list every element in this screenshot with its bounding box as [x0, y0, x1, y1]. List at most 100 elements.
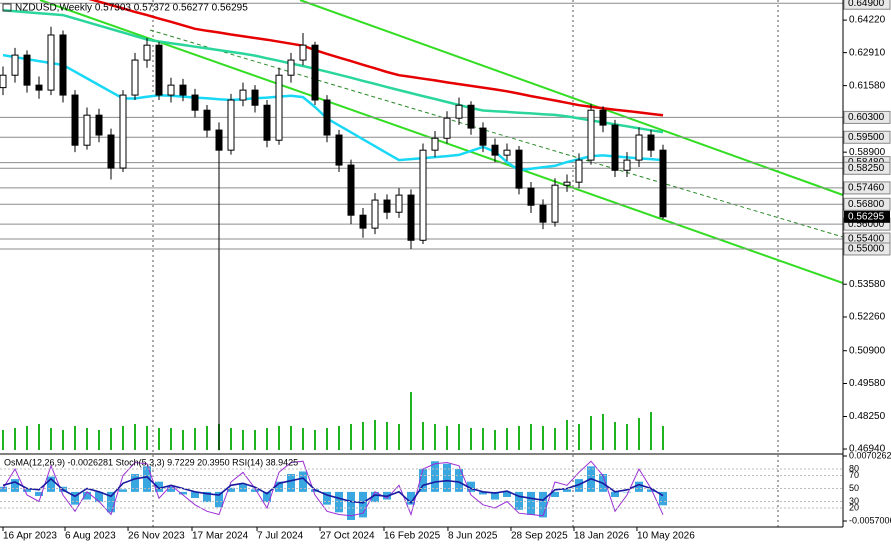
osma-bar [503, 491, 511, 497]
x-tick-label: 18 Jan 2026 [574, 531, 629, 542]
volume-bar [350, 424, 352, 450]
level-label: 0.57460 [848, 183, 885, 194]
level-label-box [843, 242, 891, 256]
osma-bar [23, 489, 31, 492]
candle-body [623, 159, 631, 171]
osma-bar [0, 486, 7, 492]
osma-bar [527, 491, 535, 515]
candle-body [551, 184, 559, 223]
rsi-line [2, 475, 664, 505]
moving-average [88, 0, 664, 117]
osma-bar [431, 461, 439, 492]
osma-bar [347, 491, 355, 520]
last-price-box [844, 210, 890, 223]
candle-body [0, 74, 7, 89]
volume-bar [62, 430, 64, 450]
indicator-pane [0, 455, 843, 527]
volume-bar [650, 412, 652, 450]
oscillator-tick-label: 30 [849, 496, 859, 506]
candle-body [335, 134, 343, 166]
volume-bar [254, 430, 256, 450]
volume-bar [74, 426, 76, 450]
y-tick-label: 0.48250 [849, 411, 886, 422]
osma-bar [179, 491, 187, 495]
volume-bar [14, 428, 16, 450]
volume-bar [614, 422, 616, 450]
candle-body [647, 134, 655, 151]
candle-body [455, 104, 463, 119]
candle-body [23, 54, 31, 86]
osma-bar [419, 468, 427, 492]
osma-bar [71, 491, 79, 505]
y-tick-label: 0.58900 [849, 147, 886, 158]
x-tick-label: 16 Apr 2023 [3, 531, 57, 542]
candle-body [491, 144, 499, 156]
volume-bar [554, 428, 556, 450]
level-label-box [843, 110, 891, 124]
volume-bar [242, 430, 244, 450]
volume-bar [362, 422, 364, 450]
osma-bar [95, 491, 103, 503]
candle-body [107, 134, 115, 169]
osma-bar [35, 491, 43, 496]
osma-bar [323, 491, 331, 505]
osma-bar [263, 491, 271, 503]
volume-bar [542, 426, 544, 450]
osma-bar [107, 491, 115, 513]
candle-body [251, 89, 259, 106]
moving-average [2, 8, 664, 134]
volume-bar [410, 392, 412, 450]
volume-bar [2, 430, 4, 450]
osma-bar [155, 481, 163, 492]
volume-bar [506, 428, 508, 450]
volume-bar [266, 428, 268, 450]
y-tick-label: 0.62910 [849, 47, 886, 58]
candle-body [611, 124, 619, 171]
candle-body [539, 204, 547, 223]
candle-body [131, 59, 139, 96]
level-label: 0.56000 [848, 219, 885, 230]
osma-bar [563, 489, 571, 492]
volume-bar [566, 420, 568, 450]
candle-body [287, 59, 295, 76]
volume-bar [50, 428, 52, 450]
y-tick-label: 0.46940 [849, 444, 886, 455]
volume-bar [122, 426, 124, 450]
price-axis: 0.64220 0.62910 0.61580 0.58900 0.53580 0.522… [843, 0, 891, 525]
candle-body [263, 104, 271, 141]
level-label-box [843, 0, 891, 10]
candle-body [527, 187, 535, 206]
volume-bar [446, 426, 448, 450]
volume-bar [422, 422, 424, 450]
candle-body [59, 34, 67, 96]
osma-bar [239, 484, 247, 492]
osma-bar [11, 479, 19, 492]
candle-body [587, 109, 595, 161]
candle-body [119, 94, 127, 169]
osma-bar [119, 489, 127, 492]
osma-bar [623, 491, 631, 493]
volume-bar [638, 418, 640, 450]
candle-body [515, 149, 523, 189]
last-price-label: 0.56295 [848, 211, 885, 222]
volume-bar [374, 420, 376, 450]
osma-bar [275, 481, 283, 492]
osma-bar [299, 471, 307, 492]
candle-body [155, 44, 163, 96]
volume-bar [206, 426, 208, 450]
oscillator-tick-label: 80 [849, 463, 859, 473]
volume-bar [386, 422, 388, 450]
level-label-box [843, 130, 891, 144]
indicator-label: OsMA(12,26,9) -0.0026281 Stoch(5,3,3) 9.… [4, 457, 298, 467]
volume-bar [398, 424, 400, 450]
osma-bar [515, 491, 523, 510]
volume-bar [134, 424, 136, 450]
candle-body [71, 94, 79, 146]
osma-bar [215, 491, 223, 508]
volume-bar [578, 424, 580, 450]
candle-body [503, 149, 511, 156]
volume-bar [494, 430, 496, 450]
osma-bar [287, 474, 295, 492]
candle-body [167, 84, 175, 96]
